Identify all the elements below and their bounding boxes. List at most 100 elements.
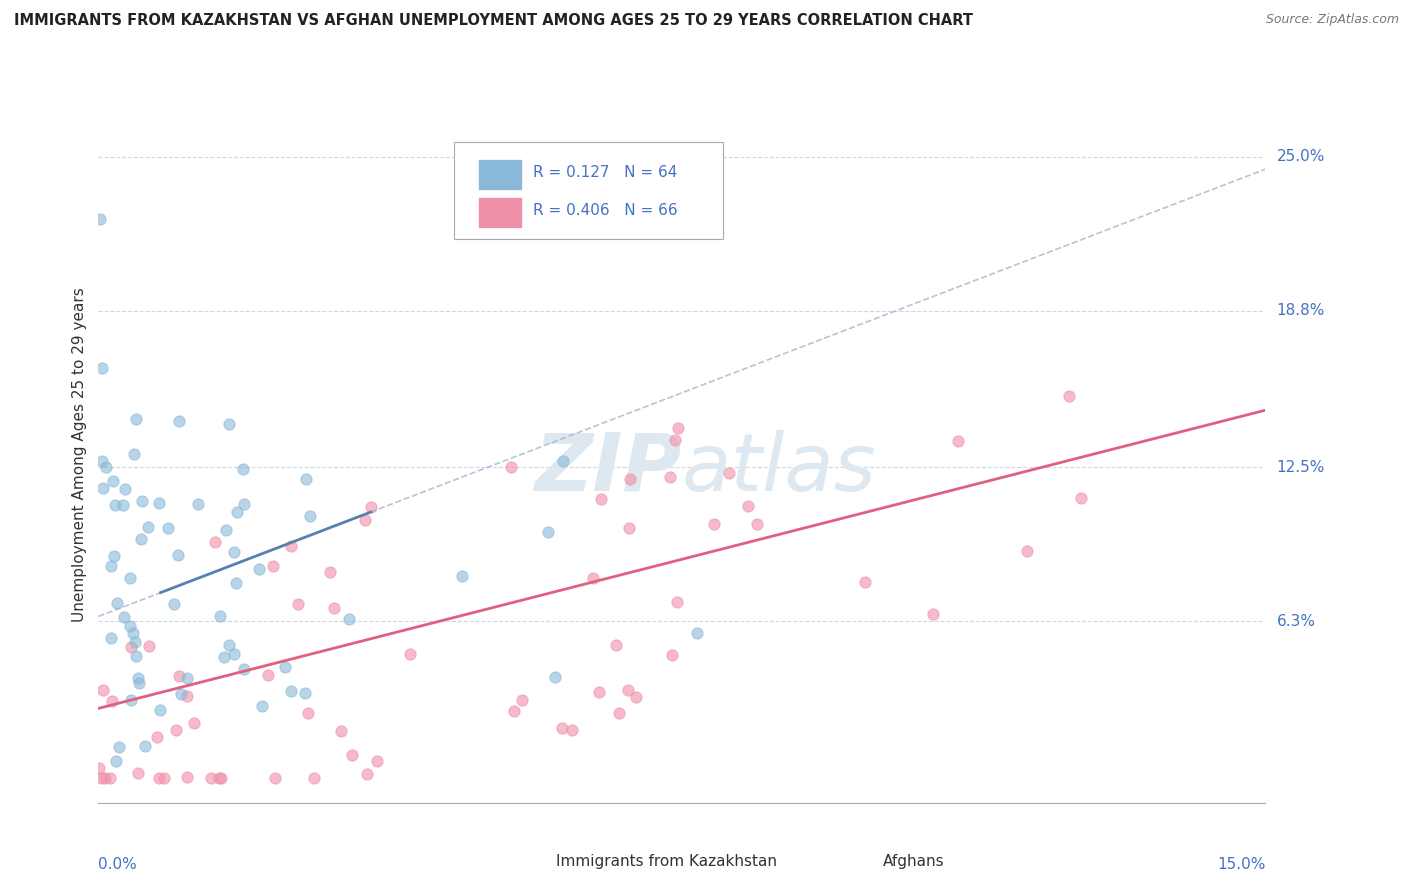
Point [200, 771, 222, 785]
Point [1017, 544, 1039, 558]
Point [134, 739, 156, 753]
Point [224, 647, 246, 661]
Point [208, 771, 231, 785]
Point [157, 521, 180, 535]
Point [247, 562, 270, 576]
Text: Afghans: Afghans [883, 855, 945, 870]
Point [222, 545, 245, 559]
Point [366, 755, 388, 769]
Point [330, 723, 353, 738]
Point [176, 671, 198, 685]
Point [948, 434, 970, 449]
Point [922, 607, 945, 622]
Point [114, 483, 136, 497]
Point [183, 716, 205, 731]
Y-axis label: Unemployment Among Ages 25 to 29 years: Unemployment Among Ages 25 to 29 years [72, 287, 87, 623]
Point [176, 689, 198, 703]
Point [225, 575, 247, 590]
Point [582, 571, 605, 585]
Point [561, 723, 583, 737]
Point [295, 472, 318, 486]
Point [262, 558, 284, 573]
Text: 25.0%: 25.0% [1277, 149, 1324, 164]
Point [658, 470, 681, 484]
Point [257, 667, 280, 681]
Point [138, 640, 160, 654]
Point [112, 498, 135, 512]
Point [297, 706, 319, 721]
Point [104, 498, 127, 512]
Point [163, 598, 186, 612]
Point [302, 771, 325, 785]
Point [233, 497, 256, 511]
Point [120, 640, 142, 654]
Point [1070, 491, 1092, 506]
Point [129, 532, 152, 546]
Point [287, 598, 309, 612]
Point [167, 549, 190, 563]
Text: 18.8%: 18.8% [1277, 303, 1324, 318]
Point [450, 568, 472, 582]
FancyBboxPatch shape [478, 159, 522, 190]
Point [212, 649, 235, 664]
Point [354, 513, 377, 527]
Point [170, 687, 193, 701]
Point [100, 631, 122, 645]
Point [589, 492, 612, 507]
Point [218, 639, 240, 653]
Point [225, 505, 247, 519]
Point [148, 771, 170, 785]
Point [503, 704, 526, 718]
Point [125, 412, 148, 426]
Point [208, 609, 231, 624]
Point [91, 361, 114, 376]
Point [263, 771, 285, 785]
Point [148, 496, 170, 510]
Point [747, 517, 769, 532]
Point [280, 683, 302, 698]
Point [250, 699, 273, 714]
Point [399, 647, 422, 661]
Point [90, 771, 112, 785]
Text: 0.0%: 0.0% [98, 857, 138, 872]
Point [89, 211, 111, 226]
Point [209, 771, 232, 785]
Point [661, 648, 683, 662]
Point [101, 693, 124, 707]
Text: atlas: atlas [682, 430, 877, 508]
Point [356, 767, 378, 781]
Point [274, 660, 297, 674]
Point [153, 771, 176, 785]
Point [101, 474, 124, 488]
Point [91, 682, 114, 697]
Point [204, 535, 226, 549]
Point [360, 500, 382, 514]
Point [96, 460, 118, 475]
Point [551, 454, 574, 468]
Point [125, 648, 148, 663]
Point [167, 669, 190, 683]
Point [1059, 389, 1081, 403]
Text: Source: ZipAtlas.com: Source: ZipAtlas.com [1265, 13, 1399, 27]
Point [215, 523, 238, 537]
Text: 15.0%: 15.0% [1218, 857, 1265, 872]
FancyBboxPatch shape [454, 142, 723, 239]
Point [118, 571, 141, 585]
Point [337, 612, 360, 626]
Point [169, 414, 191, 428]
Point [619, 521, 641, 535]
Point [703, 516, 725, 531]
Point [176, 770, 198, 784]
Point [685, 625, 707, 640]
Point [138, 520, 160, 534]
Point [89, 761, 111, 775]
Point [666, 420, 689, 434]
Point [103, 549, 125, 563]
Point [118, 619, 141, 633]
Text: R = 0.406   N = 66: R = 0.406 N = 66 [533, 203, 678, 218]
Point [664, 433, 686, 447]
Point [91, 453, 114, 467]
Point [322, 601, 344, 615]
Point [665, 595, 688, 609]
Point [232, 462, 254, 476]
